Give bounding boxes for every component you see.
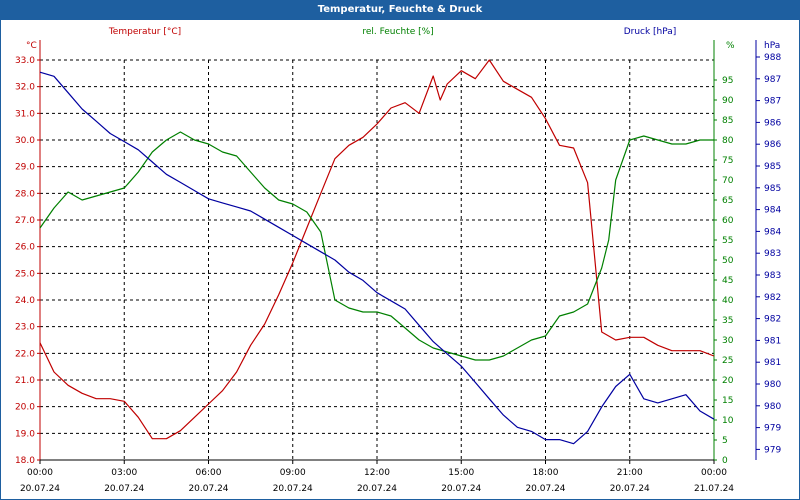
humidity-tick-label: 5 <box>722 436 728 446</box>
pressure-axis-label: Druck [hPa] <box>624 27 677 37</box>
temperature-tick-label: 19.0 <box>15 429 35 439</box>
pressure-tick-label: 982 <box>764 315 781 325</box>
x-tick-date-label: 20.07.24 <box>20 484 60 494</box>
temperature-tick-label: 31.0 <box>15 109 35 119</box>
x-tick-date-label: 20.07.24 <box>525 484 565 494</box>
pressure-tick-label: 981 <box>764 358 781 368</box>
temperature-tick-label: 23.0 <box>15 323 35 333</box>
pressure-tick-label: 980 <box>764 402 781 412</box>
humidity-tick-label: 90 <box>722 96 734 106</box>
temperature-tick-label: 32.0 <box>15 83 35 93</box>
humidity-tick-label: 85 <box>722 116 733 126</box>
humidity-tick-label: 55 <box>722 236 733 246</box>
humidity-tick-label: 0 <box>722 456 728 466</box>
pressure-tick-label: 986 <box>764 140 781 150</box>
humidity-tick-label: 45 <box>722 276 733 286</box>
pressure-tick-label: 979 <box>764 445 781 455</box>
temperature-tick-label: 33.0 <box>15 56 35 66</box>
pressure-tick-label: 985 <box>764 184 781 194</box>
humidity-line <box>39 131 714 361</box>
x-tick-time-label: 12:00 <box>364 468 390 478</box>
x-tick-time-label: 09:00 <box>280 468 306 478</box>
humidity-tick-label: 10 <box>722 416 734 426</box>
x-tick-time-label: 06:00 <box>196 468 222 478</box>
series-lines <box>39 59 715 445</box>
x-tick-date-label: 20.07.24 <box>273 484 313 494</box>
pressure-tick-label: 983 <box>764 249 781 259</box>
pressure-line <box>39 71 715 445</box>
pressure-tick-label: 985 <box>764 162 781 172</box>
pressure-unit-label: hPa <box>764 41 780 51</box>
temperature-line <box>39 59 715 440</box>
x-tick-date-label: 20.07.24 <box>357 484 397 494</box>
temperature-tick-label: 29.0 <box>15 163 35 173</box>
pressure-tick-label: 981 <box>764 336 781 346</box>
humidity-unit-label: % <box>726 41 735 51</box>
window-title-bar: Temperatur, Feuchte & Druck <box>0 0 800 20</box>
humidity-tick-label: 25 <box>722 356 733 366</box>
humidity-tick-label: 50 <box>722 256 734 266</box>
pressure-tick-label: 988 <box>764 53 781 63</box>
x-tick-time-label: 21:00 <box>617 468 643 478</box>
temperature-tick-label: 28.0 <box>15 189 35 199</box>
temperature-tick-label: 22.0 <box>15 349 35 359</box>
humidity-tick-label: 30 <box>722 336 734 346</box>
window-title: Temperatur, Feuchte & Druck <box>317 4 483 15</box>
humidity-tick-label: 95 <box>722 76 733 86</box>
humidity-tick-label: 80 <box>722 136 734 146</box>
x-tick-date-label: 20.07.24 <box>610 484 650 494</box>
temperature-tick-label: 26.0 <box>15 243 35 253</box>
humidity-tick-label: 70 <box>722 176 734 186</box>
pressure-tick-label: 987 <box>764 97 781 107</box>
humidity-tick-label: 15 <box>722 396 733 406</box>
temperature-tick-label: 21.0 <box>15 376 35 386</box>
grid <box>40 59 714 460</box>
temperature-tick-label: 27.0 <box>15 216 35 226</box>
humidity-tick-label: 35 <box>722 316 733 326</box>
pressure-tick-label: 980 <box>764 380 781 390</box>
temperature-tick-label: 20.0 <box>15 403 35 413</box>
x-tick-time-label: 00:00 <box>27 468 53 478</box>
temperature-tick-label: 18.0 <box>15 456 35 466</box>
pressure-tick-label: 983 <box>764 271 781 281</box>
humidity-tick-label: 65 <box>722 196 733 206</box>
x-tick-time-label: 15:00 <box>448 468 474 478</box>
x-tick-time-label: 18:00 <box>533 468 559 478</box>
x-tick-date-label: 20.07.24 <box>441 484 481 494</box>
x-tick-time-label: 00:00 <box>701 468 727 478</box>
x-tick-date-label: 21.07.24 <box>694 484 734 494</box>
axes: 00:00 20.07.24 03:00 20.07.24 06:00 20.07.24 0… <box>15 40 781 494</box>
x-tick-date-label: 20.07.24 <box>188 484 228 494</box>
temperature-unit-label: °C <box>26 41 37 51</box>
pressure-tick-label: 979 <box>764 424 781 434</box>
temperature-tick-label: 25.0 <box>15 269 35 279</box>
humidity-axis-label: rel. Feuchte [%] <box>362 27 433 37</box>
humidity-tick-label: 75 <box>722 156 733 166</box>
pressure-tick-label: 987 <box>764 75 781 85</box>
x-tick-date-label: 20.07.24 <box>104 484 144 494</box>
temperature-tick-label: 30.0 <box>15 136 35 146</box>
pressure-tick-label: 986 <box>764 118 781 128</box>
humidity-tick-label: 60 <box>722 216 734 226</box>
humidity-tick-label: 20 <box>722 376 734 386</box>
temperature-tick-label: 24.0 <box>15 296 35 306</box>
x-tick-time-label: 03:00 <box>111 468 137 478</box>
pressure-tick-label: 984 <box>764 206 781 216</box>
humidity-tick-label: 40 <box>722 296 734 306</box>
pressure-tick-label: 984 <box>764 227 781 237</box>
temperature-axis-label: Temperatur [°C] <box>108 27 181 37</box>
pressure-tick-label: 982 <box>764 293 781 303</box>
